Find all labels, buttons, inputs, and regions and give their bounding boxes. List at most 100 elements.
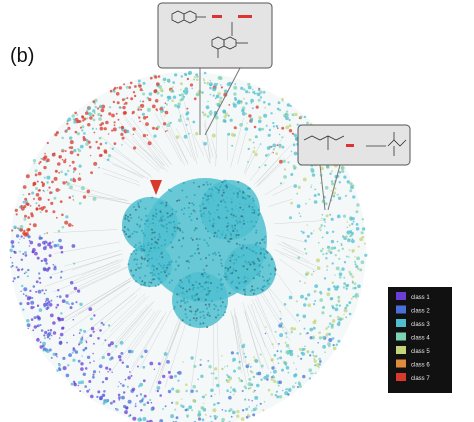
node bbox=[139, 120, 141, 123]
node bbox=[57, 316, 60, 320]
node bbox=[50, 201, 54, 205]
hub-node bbox=[251, 197, 254, 200]
node bbox=[226, 373, 229, 377]
hub-node bbox=[253, 289, 256, 292]
node bbox=[89, 361, 91, 364]
node bbox=[134, 85, 137, 88]
node bbox=[118, 126, 121, 129]
hub-node bbox=[250, 220, 253, 223]
node bbox=[101, 393, 106, 397]
node bbox=[344, 195, 347, 198]
node bbox=[110, 401, 113, 405]
node bbox=[72, 199, 75, 201]
node bbox=[98, 153, 103, 158]
node bbox=[210, 372, 213, 375]
node bbox=[355, 210, 359, 214]
hub-node bbox=[222, 314, 225, 317]
hub-node bbox=[195, 281, 198, 283]
edge bbox=[201, 140, 210, 164]
hub-node bbox=[241, 215, 244, 218]
node bbox=[285, 336, 288, 339]
hub-node bbox=[231, 224, 234, 227]
edge bbox=[61, 181, 129, 202]
node bbox=[299, 332, 302, 335]
node bbox=[241, 108, 245, 113]
node bbox=[59, 332, 64, 337]
node bbox=[361, 227, 366, 231]
node bbox=[40, 157, 43, 160]
node bbox=[214, 367, 218, 371]
node bbox=[34, 173, 38, 177]
hub-node bbox=[169, 214, 172, 217]
hub-node bbox=[254, 243, 257, 246]
node bbox=[43, 190, 45, 193]
node bbox=[226, 82, 231, 87]
node bbox=[87, 123, 91, 127]
node bbox=[89, 334, 93, 337]
hub-node bbox=[186, 276, 189, 279]
node bbox=[23, 287, 28, 292]
node bbox=[270, 371, 272, 374]
node bbox=[115, 92, 120, 96]
hub-node bbox=[152, 214, 155, 217]
hub-node bbox=[231, 208, 234, 210]
legend-label: class 4 bbox=[411, 336, 430, 342]
hub-node bbox=[159, 210, 162, 213]
hub-node bbox=[202, 310, 205, 313]
node bbox=[55, 188, 60, 192]
node bbox=[72, 118, 75, 121]
node bbox=[223, 89, 228, 94]
node bbox=[22, 293, 25, 295]
node bbox=[355, 265, 359, 269]
node bbox=[80, 380, 84, 385]
node bbox=[331, 281, 335, 285]
node bbox=[16, 276, 20, 279]
node bbox=[343, 282, 346, 285]
node bbox=[159, 394, 162, 397]
node bbox=[193, 78, 195, 81]
node bbox=[174, 408, 177, 411]
edge bbox=[44, 259, 124, 287]
node bbox=[244, 127, 249, 131]
node bbox=[179, 114, 182, 117]
hub-node bbox=[228, 240, 231, 243]
hub-node bbox=[269, 272, 272, 275]
node bbox=[336, 214, 341, 219]
node bbox=[42, 347, 47, 351]
edge bbox=[79, 292, 135, 339]
edge bbox=[242, 302, 269, 370]
node bbox=[310, 372, 313, 375]
edge bbox=[112, 164, 145, 178]
node bbox=[150, 401, 153, 404]
edge bbox=[123, 114, 165, 166]
node bbox=[314, 284, 319, 288]
node bbox=[188, 132, 190, 135]
node bbox=[13, 225, 17, 230]
hub-node bbox=[207, 311, 210, 314]
node bbox=[22, 185, 27, 189]
hub-node bbox=[132, 250, 135, 253]
hub-node bbox=[252, 260, 255, 263]
hub-node bbox=[260, 288, 263, 291]
node bbox=[105, 366, 109, 370]
hub-node bbox=[151, 231, 154, 234]
node bbox=[92, 373, 95, 376]
node bbox=[230, 386, 232, 389]
node bbox=[121, 384, 125, 387]
node bbox=[115, 112, 118, 115]
hub-node bbox=[261, 266, 264, 269]
hub-node bbox=[211, 224, 214, 227]
node bbox=[313, 290, 317, 293]
edge bbox=[265, 283, 299, 324]
node bbox=[328, 338, 333, 342]
hub-node bbox=[238, 243, 241, 246]
node bbox=[318, 193, 320, 196]
node bbox=[118, 398, 121, 401]
node bbox=[344, 306, 348, 310]
node bbox=[171, 86, 174, 89]
node bbox=[255, 105, 259, 109]
node bbox=[32, 223, 37, 228]
node bbox=[195, 390, 198, 393]
node bbox=[52, 264, 55, 266]
hub-node bbox=[212, 259, 215, 261]
